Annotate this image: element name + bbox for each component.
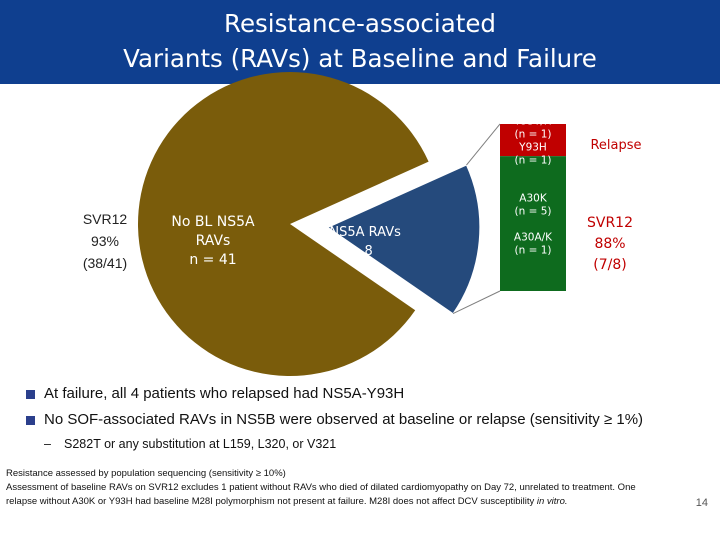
svr-overall-percent: 93%: [90, 233, 120, 249]
sub-bullet-item: – S282T or any substitution at L159, L32…: [26, 435, 706, 453]
svr-overall-fraction: (38/41): [82, 255, 128, 271]
bullet-list: At failure, all 4 patients who relapsed …: [26, 383, 706, 453]
title-bar: Resistance-associated Variants (RAVs) at…: [0, 0, 720, 84]
breakdown-bar-label: (n = 1): [514, 245, 551, 257]
slide-title-line-2: Variants (RAVs) at Baseline and Failure: [123, 44, 597, 73]
bullet-square-icon: [26, 390, 35, 399]
footnote-line-2-text: Assessment of baseline RAVs on SVR12 exc…: [6, 482, 636, 507]
rav-pie-chart: Y93Y/H(n = 1)Y93H(n = 1)A30K(n = 5)A30A/…: [138, 72, 566, 377]
sub-bullet-text: S282T or any substitution at L159, L320,…: [64, 437, 337, 451]
pie-slice-label: No BL NS5A: [171, 214, 255, 230]
footnote-line-1: Resistance assessed by population sequen…: [6, 468, 286, 479]
footnote-italic-tail: in vitro.: [536, 496, 568, 507]
pie-slice-bl-ravs: [326, 164, 481, 315]
page-number: 14: [695, 497, 708, 509]
breakdown-bar-label: (n = 1): [514, 155, 551, 167]
breakdown-bar-label: A30A/K: [514, 232, 553, 244]
svr-ravs-fraction: (7/8): [593, 257, 627, 273]
relapse-label: Relapse: [590, 138, 642, 153]
sub-bullet-dash: –: [44, 437, 51, 451]
connector-line-bottom: [452, 290, 501, 315]
breakdown-bar-label: (n = 1): [514, 129, 551, 141]
svr-ravs-label: SVR12: [586, 215, 633, 231]
breakdown-bar-segment: [500, 124, 566, 157]
bullet-item: At failure, all 4 patients who relapsed …: [26, 383, 706, 404]
connector-line-top: [466, 123, 501, 166]
bullet-text: At failure, all 4 patients who relapsed …: [44, 385, 405, 402]
svr-ravs-percent: 88%: [594, 236, 626, 252]
slide-title-line-1: Resistance-associated: [224, 9, 496, 38]
bullet-text: No SOF-associated RAVs in NS5B were obse…: [44, 411, 644, 428]
breakdown-bar-label: Y93H: [518, 142, 547, 154]
bullet-item: No SOF-associated RAVs in NS5B were obse…: [26, 409, 706, 430]
pie-slice-no-bl-ravs: [138, 72, 429, 377]
footnote-line-2: Assessment of baseline RAVs on SVR12 exc…: [6, 481, 666, 509]
svr-ravs-block: SVR12 88% (7/8): [572, 213, 648, 276]
pie-slice-label: n = 41: [189, 252, 236, 268]
breakdown-bar-label: A30K: [519, 193, 548, 205]
pie-slice-label: BL NS5A RAVs: [309, 225, 401, 240]
footnotes: Resistance assessed by population sequen…: [6, 467, 666, 509]
bullet-square-icon: [26, 416, 35, 425]
pie-slice-label: n = 8: [337, 244, 373, 259]
pie-slice-label: RAVs: [196, 233, 231, 249]
svr-overall-label: SVR12: [82, 211, 128, 227]
breakdown-bar-label: (n = 5): [514, 206, 551, 218]
breakdown-bar-segment: [500, 156, 566, 291]
svr-overall-block: SVR12 93% (38/41): [62, 208, 148, 274]
breakdown-bar-label: Y93Y/H: [513, 116, 552, 128]
